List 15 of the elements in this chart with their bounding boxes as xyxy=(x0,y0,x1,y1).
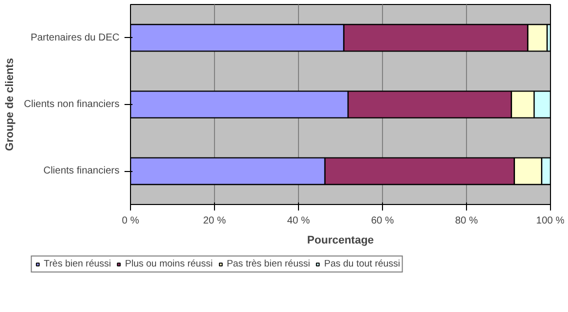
y-tick-label: Clients financiers xyxy=(43,166,120,177)
legend-label: Pas très bien réussi xyxy=(226,258,310,270)
legend-label: Pas du tout réussi xyxy=(324,258,400,270)
x-tick-label: 100 % xyxy=(536,216,565,226)
x-tick-label: 60 % xyxy=(371,216,394,226)
y-tick-label: Partenaires du DEC xyxy=(30,32,120,44)
y-axis-title: Groupe de clients xyxy=(4,58,16,151)
x-tick-label: 20 % xyxy=(203,216,226,226)
x-tick-label: 0 % xyxy=(122,216,140,226)
legend-label: Très bien réussi xyxy=(44,258,112,270)
legend-label: Plus ou moins réussi xyxy=(125,258,213,270)
y-tick-label: Clients non financiers xyxy=(24,99,120,110)
x-tick-label: 80 % xyxy=(455,216,478,226)
x-tick-label: 40 % xyxy=(287,216,310,226)
x-axis-title: Pourcentage xyxy=(307,234,374,246)
